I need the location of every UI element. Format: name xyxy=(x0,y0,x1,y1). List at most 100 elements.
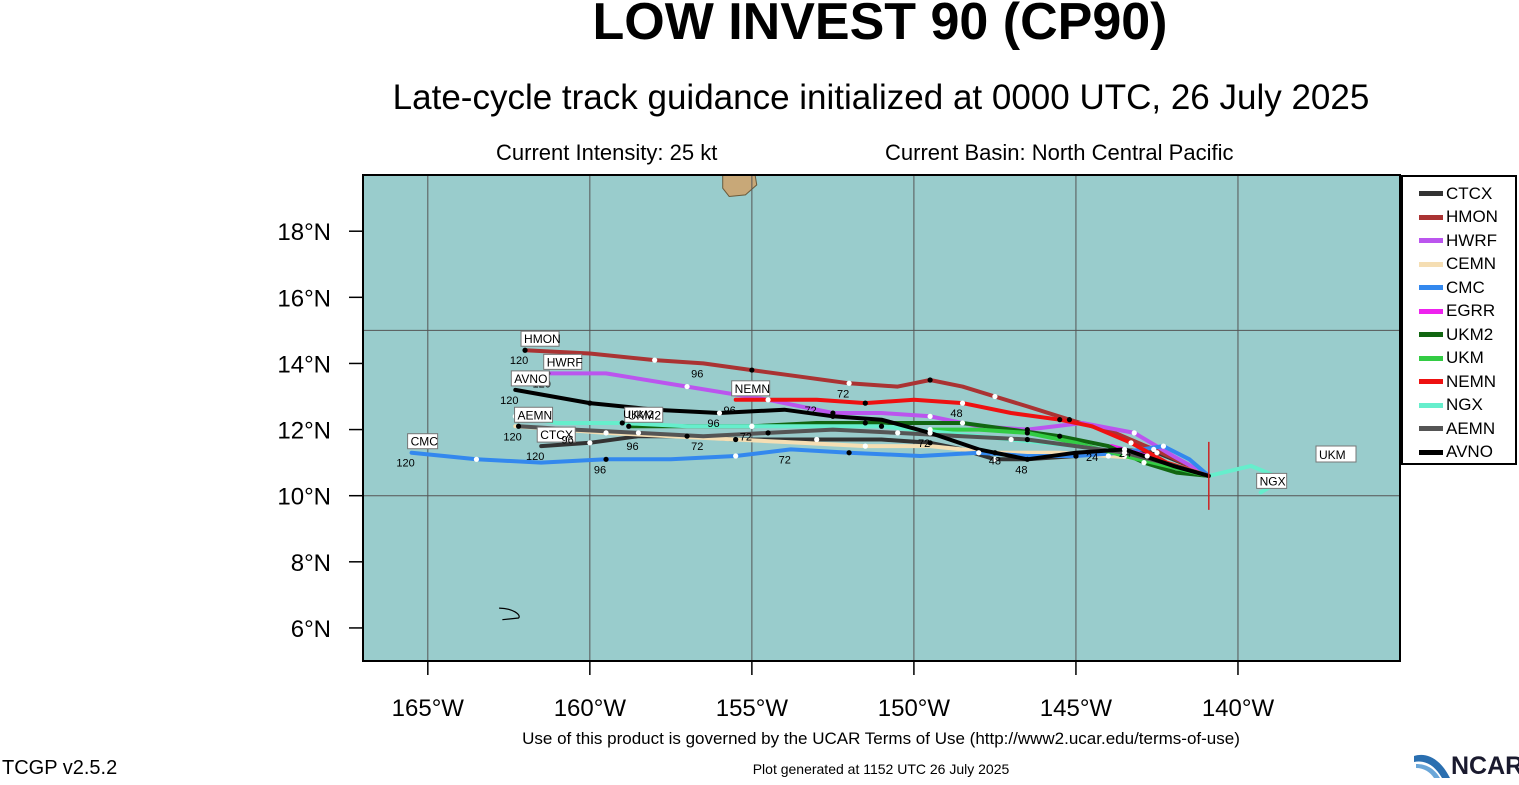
track-point xyxy=(927,440,933,446)
track-point xyxy=(522,347,528,353)
track-point xyxy=(992,450,998,456)
track-end-label-box xyxy=(543,353,583,370)
legend-swatch xyxy=(1419,261,1443,267)
track-point xyxy=(878,423,885,429)
track-end-label-box xyxy=(520,330,560,347)
track-point xyxy=(619,420,625,426)
track-end-label: CMC xyxy=(411,435,439,449)
track-point xyxy=(473,456,480,462)
track-end-label-box xyxy=(624,406,664,423)
tau-label: 96 xyxy=(691,368,703,380)
ncar-logo-icon xyxy=(1414,754,1450,778)
legend-item-cmc: CMC xyxy=(1419,276,1485,299)
track-end-label: HWRF xyxy=(547,355,583,369)
legend-swatch xyxy=(1419,332,1443,337)
atoll-outline xyxy=(499,607,520,621)
track-point xyxy=(587,400,593,406)
tau-label: 72 xyxy=(918,438,930,450)
version-label: TCGP v2.5.2 xyxy=(2,757,118,779)
track-point xyxy=(959,400,966,406)
tau-label: 48 xyxy=(989,455,1001,467)
tau-label: 24 xyxy=(1086,452,1098,464)
y-tick-label: 16°N xyxy=(277,285,331,312)
x-tick-label: 165°W xyxy=(392,695,465,722)
track-point xyxy=(927,377,933,383)
track-point xyxy=(862,443,868,449)
plot-frame xyxy=(362,174,1401,662)
track-point xyxy=(1073,453,1079,459)
legend-swatch xyxy=(1419,285,1443,290)
plot-generated-time: Plot generated at 1152 UTC 26 July 2025 xyxy=(752,761,1010,777)
y-tick-label: 14°N xyxy=(277,351,331,378)
legend-item-nemn: NEMN xyxy=(1419,370,1496,393)
track-point xyxy=(846,380,852,386)
track-point xyxy=(733,436,739,443)
legend-label: HWRF xyxy=(1446,230,1497,250)
legend-swatch xyxy=(1419,402,1443,408)
track-avno xyxy=(513,387,1211,478)
track-point xyxy=(927,430,933,436)
track-ukm xyxy=(928,427,1211,478)
legend-swatch xyxy=(1419,214,1443,220)
track-point xyxy=(749,423,755,429)
legend-label: HMON xyxy=(1446,207,1498,226)
legend-swatch xyxy=(1419,308,1443,314)
x-tick-label: 160°W xyxy=(554,695,627,722)
legend-label: CEMN xyxy=(1446,254,1497,273)
tau-label: 72 xyxy=(837,388,849,400)
track-point xyxy=(1024,430,1030,436)
track-nemn xyxy=(733,397,1211,478)
track-end-label: AVNO xyxy=(514,372,547,386)
track-point xyxy=(733,453,739,459)
tau-label: 96 xyxy=(594,464,606,476)
off-map-label: UKM xyxy=(1319,448,1346,462)
track-point xyxy=(1008,436,1014,443)
legend-swatch xyxy=(1419,449,1443,455)
legend-swatch xyxy=(1419,426,1443,431)
tau-label: 120 xyxy=(396,458,414,470)
track-point xyxy=(765,397,771,403)
track-point xyxy=(603,456,609,462)
tau-label: 120 xyxy=(500,395,518,407)
page-title: LOW INVEST 90 (CP90) xyxy=(592,0,1168,51)
legend-item-ukm: UKM xyxy=(1419,347,1484,370)
page-subtitle: Late-cycle track guidance initialized at… xyxy=(392,78,1370,117)
legend-label: CTCX xyxy=(1446,183,1493,203)
x-tick-label: 145°W xyxy=(1040,695,1113,722)
track-end-label: UKM2 xyxy=(628,408,662,422)
track-end-label: NEMN xyxy=(735,382,770,396)
track-end-label: CTCX xyxy=(540,428,573,442)
tau-label: 72 xyxy=(779,454,791,466)
tau-label: 96 xyxy=(724,405,736,417)
track-point xyxy=(1154,450,1160,456)
track-end-label-box xyxy=(510,370,550,387)
legend-item-avno: AVNO xyxy=(1419,441,1493,464)
track-end-label-box xyxy=(514,406,554,423)
track-point xyxy=(1151,446,1157,453)
legend-item-aemn: AEMN xyxy=(1419,417,1495,440)
track-point xyxy=(749,367,755,373)
tau-label: 72 xyxy=(740,431,752,443)
track-end-label: HMON xyxy=(524,332,561,346)
track-point xyxy=(927,413,933,419)
legend-label: NEMN xyxy=(1446,371,1497,391)
track-end-label: NGX xyxy=(1260,474,1286,488)
track-end-label-box xyxy=(731,380,771,397)
track-end-label-box xyxy=(1256,472,1288,489)
legend-label: EGRR xyxy=(1446,301,1496,320)
legend-item-hwrf: HWRF xyxy=(1419,229,1497,252)
y-tick-label: 8°N xyxy=(291,550,331,577)
y-tick-label: 10°N xyxy=(277,484,331,511)
legend-label: NGX xyxy=(1446,395,1483,414)
legend: CTCX HMON HWRF CEMN CMC EGRR UKM2 UKM NEMN NGX AEM… xyxy=(1401,175,1517,465)
tau-label: UKM2 xyxy=(623,409,654,421)
track-point xyxy=(1131,430,1137,436)
ncar-logo-text: NCAR xyxy=(1451,752,1519,780)
legend-swatch xyxy=(1419,379,1443,384)
tau-label: 120 xyxy=(503,431,521,443)
legend-label: UKM2 xyxy=(1446,324,1494,344)
tau-label: 96 xyxy=(707,418,719,430)
current-basin: Current Basin: North Central Pacific xyxy=(885,140,1234,165)
x-tick-label: 155°W xyxy=(716,695,789,722)
